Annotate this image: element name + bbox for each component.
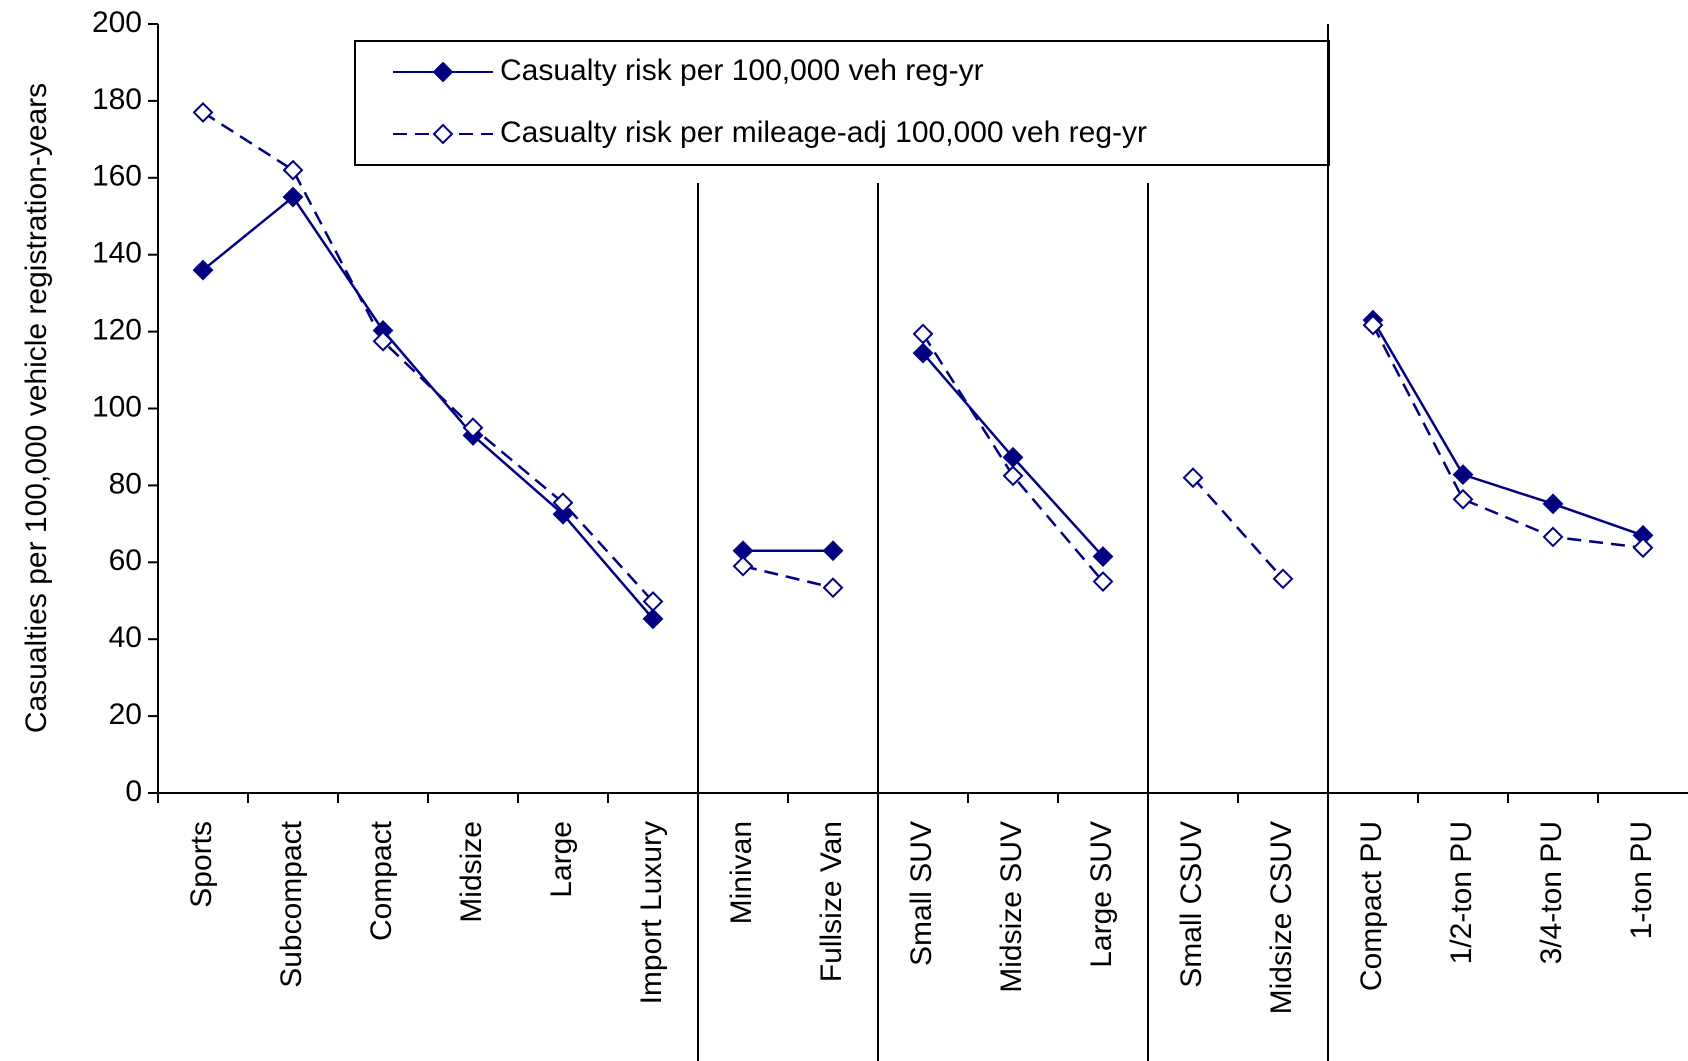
- y-tick-label: 0: [125, 775, 142, 808]
- data-point: [192, 259, 214, 281]
- data-point: [732, 555, 754, 577]
- data-point: [642, 608, 664, 630]
- data-point: [1002, 465, 1024, 487]
- series-line: [742, 564, 834, 589]
- y-tick-label: 100: [92, 390, 142, 423]
- data-point: [822, 577, 844, 599]
- x-tick-label: Small CSUV: [1175, 821, 1208, 988]
- data-point: [1092, 546, 1114, 567]
- x-tick-label: Compact PU: [1355, 821, 1388, 991]
- legend-label: Casualty risk per mileage-adj 100,000 ve…: [500, 116, 1147, 149]
- series-line: [1371, 319, 1644, 537]
- y-tick-label: 180: [92, 83, 142, 116]
- x-tick-label: Large SUV: [1085, 821, 1118, 968]
- x-tick-label: 3/4-ton PU: [1535, 821, 1568, 964]
- series-line: [202, 195, 654, 620]
- x-tick-label: Subcompact: [275, 820, 308, 987]
- data-point: [1092, 571, 1114, 592]
- legend-box: [354, 40, 1330, 166]
- y-tick-label: 40: [109, 621, 142, 654]
- y-tick-label: 140: [92, 237, 142, 270]
- x-tick-label: Small SUV: [905, 821, 938, 966]
- x-tick-label: Import Luxury: [635, 821, 668, 1004]
- data-point: [1542, 526, 1564, 548]
- x-tick-label: Compact: [365, 820, 398, 941]
- data-point: [192, 102, 214, 123]
- data-point: [1542, 493, 1564, 515]
- data-point: [912, 323, 934, 345]
- x-tick-label: Midsize SUV: [995, 821, 1028, 993]
- series-line: [1371, 324, 1644, 549]
- x-tick-label: Midsize CSUV: [1265, 821, 1298, 1014]
- legend-marker: [432, 61, 454, 83]
- series-line: [921, 333, 1104, 583]
- legend-marker: [432, 123, 454, 145]
- data-point: [462, 417, 484, 439]
- y-axis-label: Casualties per 100,000 vehicle registrat…: [20, 83, 53, 733]
- y-tick-label: 120: [92, 314, 142, 347]
- data-point: [1182, 467, 1204, 489]
- data-point: [822, 540, 844, 562]
- data-point: [372, 330, 394, 352]
- data-point: [642, 591, 664, 612]
- data-point: [282, 159, 304, 181]
- legend-label: Casualty risk per 100,000 veh reg-yr: [500, 54, 984, 87]
- x-tick-label: 1/2-ton PU: [1445, 821, 1478, 964]
- data-point: [1632, 537, 1654, 559]
- x-tick-label: Fullsize Van: [815, 821, 848, 982]
- data-point: [1362, 314, 1384, 336]
- data-point: [912, 342, 934, 364]
- y-tick-label: 60: [109, 544, 142, 577]
- x-tick-label: Minivan: [725, 821, 758, 924]
- x-tick-label: 1-ton PU: [1625, 821, 1658, 939]
- y-tick-label: 160: [92, 160, 142, 193]
- series-line: [202, 111, 654, 603]
- data-point: [282, 186, 304, 208]
- y-tick-label: 20: [109, 698, 142, 731]
- y-tick-label: 80: [109, 467, 142, 500]
- series-line: [1192, 476, 1284, 580]
- x-tick-label: Midsize: [455, 821, 488, 923]
- data-point: [552, 503, 574, 525]
- data-point: [1272, 568, 1294, 590]
- data-point: [552, 492, 574, 514]
- x-tick-label: Sports: [185, 821, 218, 908]
- x-tick-label: Large: [545, 821, 578, 898]
- data-point: [1452, 488, 1474, 510]
- y-tick-label: 200: [92, 6, 142, 39]
- data-point: [1452, 464, 1474, 486]
